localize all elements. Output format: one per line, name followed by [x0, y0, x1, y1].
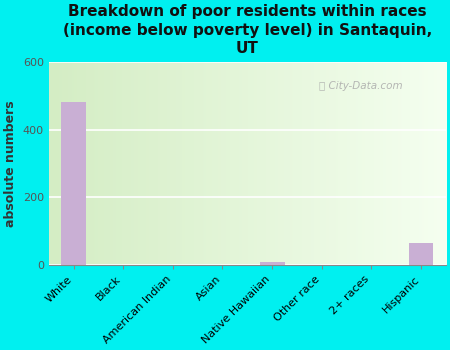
Y-axis label: absolute numbers: absolute numbers	[4, 100, 17, 227]
Bar	[61, 103, 86, 265]
Bar	[260, 262, 284, 265]
Text: ⓘ City-Data.com: ⓘ City-Data.com	[319, 81, 402, 91]
Bar	[409, 243, 433, 265]
Title: Breakdown of poor residents within races
(income below poverty level) in Santaqu: Breakdown of poor residents within races…	[63, 4, 432, 56]
